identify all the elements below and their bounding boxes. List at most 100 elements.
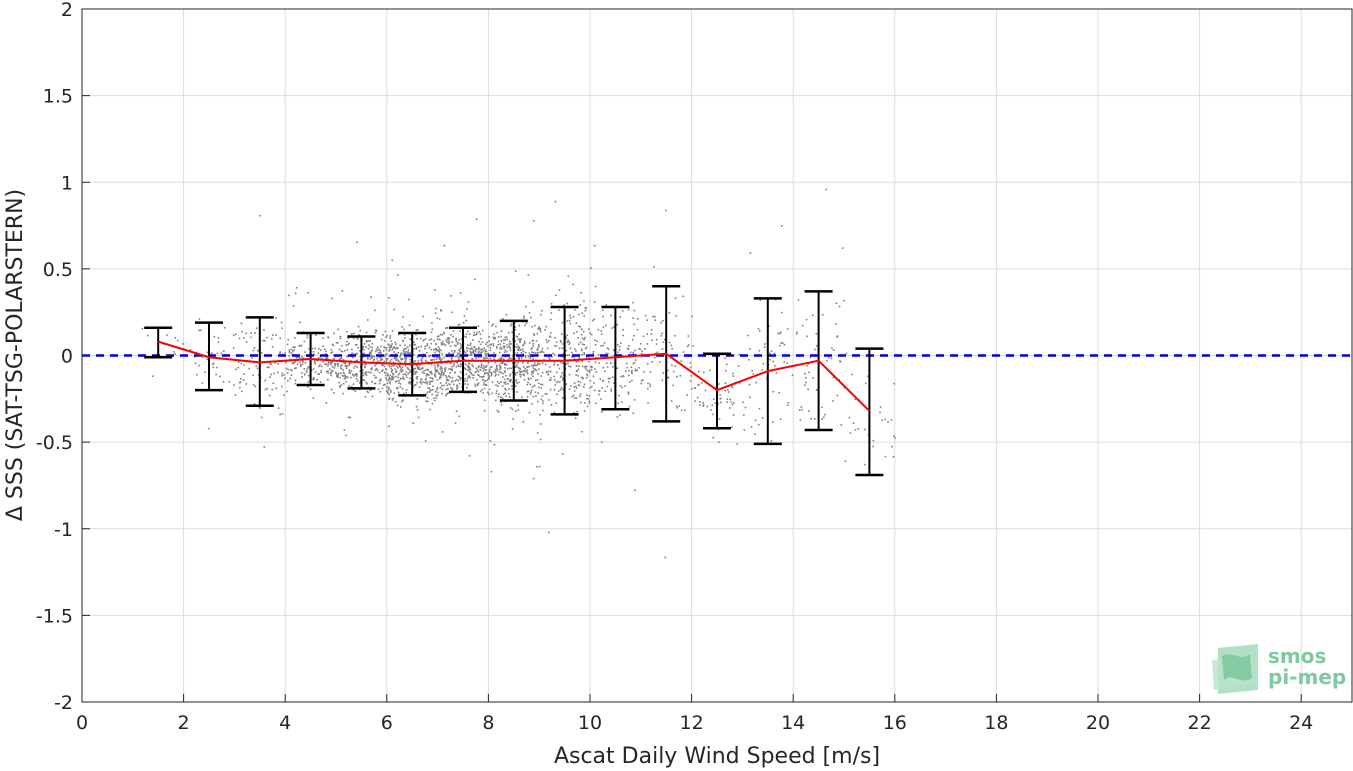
scatter-point — [509, 347, 512, 349]
scatter-point — [632, 317, 634, 319]
scatter-point — [558, 390, 560, 392]
scatter-point — [520, 338, 522, 340]
scatter-point — [483, 347, 485, 349]
scatter-point — [602, 366, 605, 369]
scatter-point — [407, 346, 409, 348]
scatter-point — [479, 376, 481, 378]
scatter-point — [414, 343, 417, 346]
scatter-point — [618, 394, 620, 397]
scatter-point — [446, 392, 449, 395]
scatter-point — [843, 299, 845, 302]
scatter-point — [402, 340, 404, 342]
scatter-point — [469, 367, 471, 370]
scatter-point — [300, 364, 302, 366]
scatter-point — [534, 391, 537, 393]
scatter-point — [469, 376, 471, 379]
scatter-point — [456, 384, 458, 387]
scatter-point — [294, 382, 297, 385]
scatter-point — [562, 377, 565, 379]
scatter-point — [456, 343, 459, 345]
scatter-point — [576, 370, 578, 373]
scatter-point — [754, 419, 757, 422]
scatter-point — [634, 370, 637, 372]
scatter-point — [720, 397, 722, 400]
scatter-point — [308, 366, 310, 369]
scatter-point — [406, 367, 409, 369]
scatter-point — [540, 313, 542, 316]
scatter-point — [607, 348, 610, 350]
scatter-point — [602, 315, 604, 318]
scatter-point — [312, 378, 314, 381]
scatter-point — [383, 365, 386, 368]
scatter-point — [487, 352, 490, 355]
scatter-point — [455, 365, 458, 368]
scatter-point — [489, 349, 492, 352]
scatter-point — [271, 388, 273, 391]
scatter-point — [675, 405, 678, 408]
scatter-point — [394, 356, 396, 358]
scatter-point — [272, 382, 275, 385]
scatter-point — [637, 317, 639, 320]
scatter-point — [353, 367, 355, 369]
scatter-point — [539, 328, 541, 331]
scatter-point — [436, 369, 438, 371]
scatter-point — [731, 403, 734, 406]
scatter-point — [655, 338, 658, 341]
scatter-point — [339, 386, 341, 389]
scatter-point — [478, 340, 480, 343]
scatter-point — [738, 353, 741, 356]
scatter-point — [390, 376, 393, 379]
scatter-point — [412, 379, 415, 382]
scatter-point — [770, 440, 773, 442]
scatter-point — [509, 380, 512, 383]
scatter-point — [600, 398, 602, 400]
scatter-point — [423, 370, 425, 372]
scatter-point — [495, 370, 497, 372]
scatter-point — [674, 297, 677, 300]
scatter-point — [521, 357, 523, 359]
scatter-point — [339, 376, 341, 379]
scatter-point — [518, 347, 521, 349]
scatter-point — [281, 327, 283, 329]
scatter-point — [530, 389, 533, 392]
scatter-point — [404, 364, 407, 367]
scatter-point — [431, 402, 434, 405]
scatter-point — [612, 366, 614, 368]
scatter-point — [396, 274, 399, 276]
scatter-point — [475, 357, 477, 360]
scatter-point — [389, 337, 392, 339]
scatter-point — [519, 367, 521, 370]
scatter-point — [460, 363, 462, 366]
scatter-point — [640, 355, 643, 358]
scatter-point — [449, 368, 452, 370]
scatter-point — [828, 356, 830, 359]
scatter-point — [418, 386, 421, 388]
scatter-point — [646, 362, 649, 365]
scatter-point — [638, 367, 640, 369]
scatter-point — [256, 367, 259, 370]
scatter-point — [571, 356, 573, 358]
scatter-point — [429, 408, 431, 411]
scatter-point — [538, 326, 541, 328]
scatter-point — [616, 323, 619, 326]
scatter-point — [350, 385, 353, 388]
scatter-point — [585, 368, 588, 371]
scatter-point — [647, 382, 649, 385]
scatter-point — [781, 342, 784, 344]
scatter-point — [616, 367, 619, 369]
scatter-point — [279, 351, 281, 353]
scatter-point — [472, 351, 474, 354]
x-tick-label: 20 — [1086, 712, 1110, 734]
scatter-point — [365, 346, 367, 348]
scatter-point — [394, 341, 396, 344]
scatter-point — [248, 367, 251, 370]
scatter-point — [561, 321, 564, 324]
scatter-point — [463, 315, 466, 317]
scatter-point — [534, 324, 536, 327]
scatter-point — [417, 354, 419, 357]
scatter-point — [474, 385, 477, 388]
scatter-point — [617, 402, 619, 405]
scatter-point — [340, 345, 343, 347]
scatter-point — [508, 340, 511, 343]
scatter-point — [579, 325, 582, 328]
